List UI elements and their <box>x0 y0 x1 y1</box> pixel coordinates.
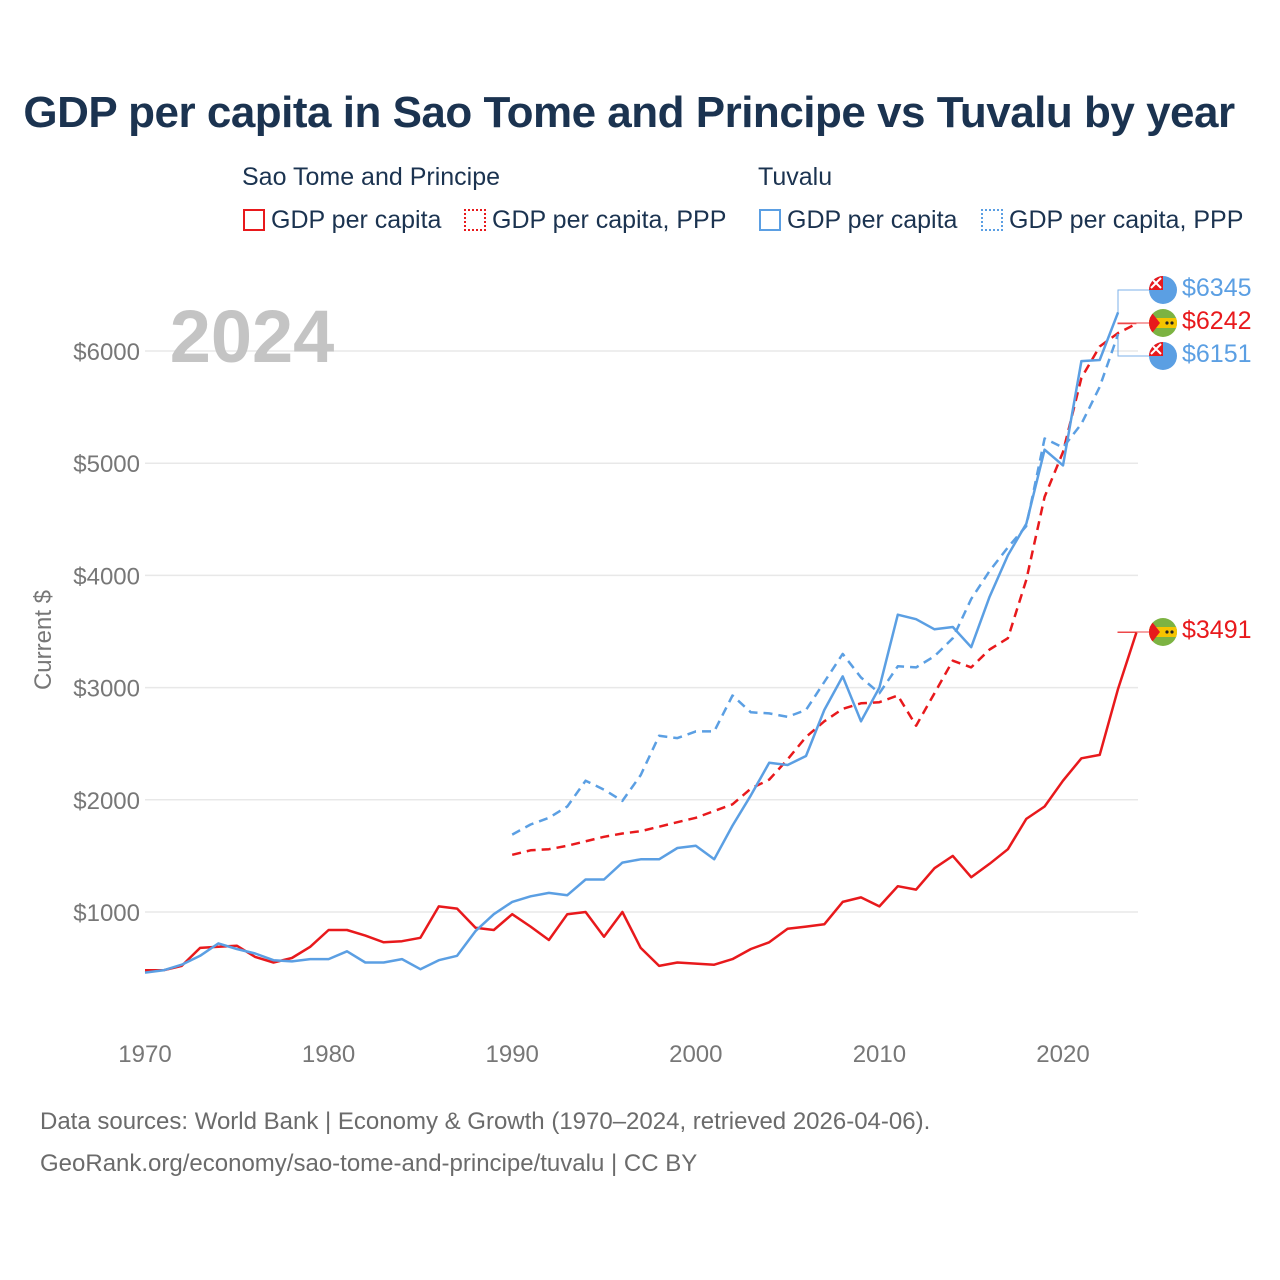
sao-tome-flag-icon <box>1149 618 1177 646</box>
series-line-stp-gdp <box>145 632 1138 972</box>
year-watermark: 2024 <box>170 295 335 378</box>
tuvalu-flag-icon <box>1149 276 1177 304</box>
y-axis-label: Current $ <box>30 590 57 690</box>
label-connector <box>1117 289 1149 313</box>
legend-swatch-solid-blue <box>759 209 781 231</box>
legend-item-stp-gdp[interactable]: GDP per capita <box>243 204 441 236</box>
label-connector <box>1117 333 1149 357</box>
end-label-tuvalu-gdp-ppp: $6151 <box>1182 340 1252 368</box>
legend-item-tuvalu-gdp[interactable]: GDP per capita <box>759 204 957 236</box>
legend-label: GDP per capita <box>271 205 442 234</box>
sao-tome-flag-icon <box>1149 309 1177 337</box>
legend-group-tuvalu: Tuvalu <box>758 163 833 191</box>
data-source-note: Data sources: World Bank | Economy & Gro… <box>40 1108 931 1135</box>
end-label-stp-gdp-ppp: $6242 <box>1182 307 1252 335</box>
x-tick-label: 1970 <box>118 1041 171 1068</box>
y-tick-label: $1000 <box>73 900 140 927</box>
y-tick-label: $6000 <box>73 339 140 366</box>
chart-title: GDP per capita in Sao Tome and Principe … <box>23 88 1235 137</box>
source-url: GeoRank.org/economy/sao-tome-and-princip… <box>40 1150 698 1177</box>
x-tick-label: 2000 <box>669 1041 722 1068</box>
series-line-stp-gdp-ppp <box>511 322 1137 857</box>
legend-group-sao-tome: Sao Tome and Principe <box>242 163 501 191</box>
legend-swatch-dotted-red <box>464 209 486 231</box>
x-tick-label: 1990 <box>486 1041 539 1068</box>
tuvalu-flag-icon <box>1149 342 1177 370</box>
y-tick-label: $4000 <box>73 563 140 590</box>
legend-label: GDP per capita, PPP <box>492 205 727 234</box>
x-tick-label: 1980 <box>302 1041 355 1068</box>
end-label-tuvalu-gdp: $6345 <box>1182 274 1252 302</box>
legend-item-tuvalu-gdp-ppp[interactable]: GDP per capita, PPP <box>981 204 1243 236</box>
legend-label: GDP per capita <box>787 205 958 234</box>
label-connector <box>1117 322 1149 325</box>
y-tick-label: $3000 <box>73 676 140 703</box>
y-tick-label: $2000 <box>73 788 140 815</box>
legend-label: GDP per capita, PPP <box>1009 205 1244 234</box>
series-line-tuvalu-gdp-ppp <box>511 333 1120 836</box>
label-connector <box>1117 631 1149 633</box>
series-line-tuvalu-gdp <box>144 311 1120 974</box>
end-label-stp-gdp: $3491 <box>1182 616 1252 644</box>
y-tick-label: $5000 <box>73 451 140 478</box>
legend-swatch-dotted-blue <box>981 209 1003 231</box>
legend-swatch-solid-red <box>243 209 265 231</box>
x-tick-label: 2010 <box>853 1041 906 1068</box>
legend-item-stp-gdp-ppp[interactable]: GDP per capita, PPP <box>464 204 726 236</box>
x-tick-label: 2020 <box>1036 1041 1089 1068</box>
